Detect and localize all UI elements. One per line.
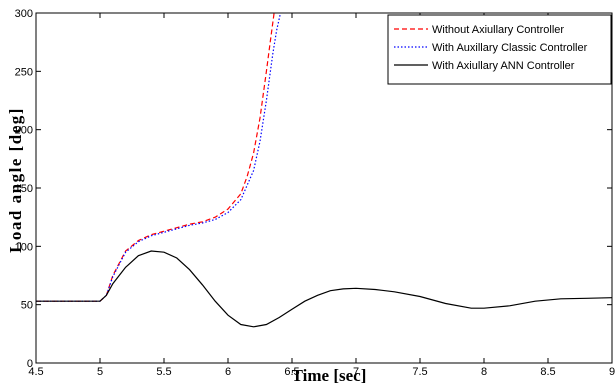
series-line-1 bbox=[36, 13, 282, 302]
legend-items: Without Axiullary Controller With Auxilla… bbox=[394, 24, 588, 72]
x-axis-label: Time [sec] bbox=[292, 366, 367, 385]
x-tick-label: 4.5 bbox=[28, 366, 43, 378]
y-tick-label: 150 bbox=[15, 183, 33, 195]
x-tick-label: 9 bbox=[609, 366, 615, 378]
y-axis-label: Load angle [deg] bbox=[6, 107, 25, 253]
series-line-0 bbox=[36, 13, 275, 302]
y-tick-label: 50 bbox=[21, 300, 33, 312]
x-tick-label: 8 bbox=[481, 366, 487, 378]
y-tick-label: 300 bbox=[15, 8, 33, 20]
series-line-2 bbox=[36, 250, 612, 328]
legend-label-0: Without Axiullary Controller bbox=[432, 24, 564, 36]
legend-box bbox=[387, 14, 612, 85]
plot-lines bbox=[36, 13, 612, 328]
y-tick-label: 100 bbox=[15, 241, 33, 253]
x-tick-label: 7.5 bbox=[412, 366, 427, 378]
y-tick-label: 200 bbox=[15, 125, 33, 137]
legend: Without Axiullary Controller With Auxilla… bbox=[387, 14, 612, 85]
x-tick-label: 8.5 bbox=[540, 366, 555, 378]
x-tick-label: 6.5 bbox=[284, 366, 299, 378]
x-tick-label: 6 bbox=[225, 366, 231, 378]
y-tick-label: 250 bbox=[15, 66, 33, 78]
x-tick-label: 5.5 bbox=[156, 366, 171, 378]
y-tick-label: 0 bbox=[27, 358, 33, 370]
legend-label-1: With Auxillary Classic Controller bbox=[432, 42, 588, 54]
legend-label-2: With Axiullary ANN Controller bbox=[432, 60, 575, 72]
y-axis-ticks: 0 50 100 150 200 250 300 bbox=[15, 8, 612, 370]
x-tick-label: 7 bbox=[353, 366, 359, 378]
x-tick-label: 5 bbox=[97, 366, 103, 378]
